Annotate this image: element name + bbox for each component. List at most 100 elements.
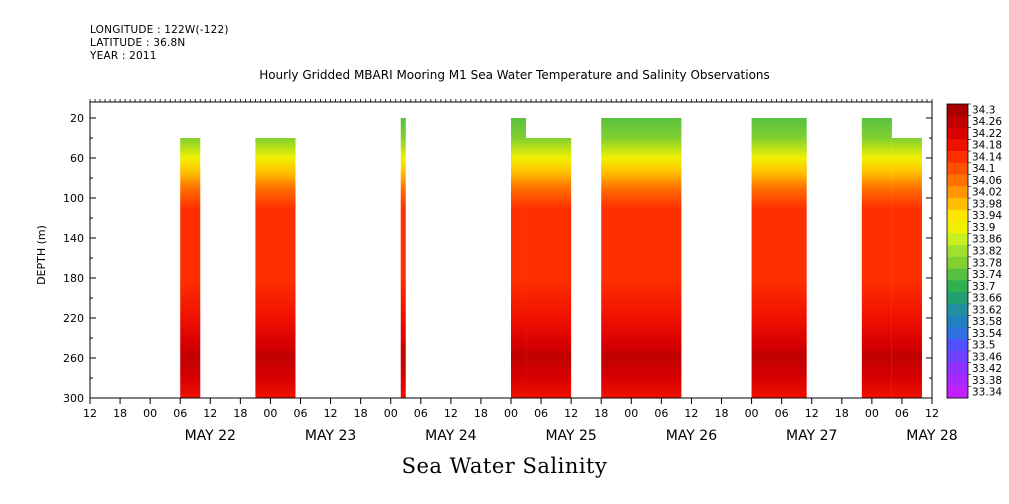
- x-hour-label: 06: [654, 407, 668, 420]
- x-hour-label: 12: [684, 407, 698, 420]
- y-tick-label: 260: [63, 352, 84, 365]
- x-day-label: MAY 23: [305, 428, 356, 444]
- data-segment-8: [861, 118, 892, 398]
- colorbar-label: 33.94: [972, 210, 1002, 222]
- colorbar-label: 33.62: [972, 304, 1002, 316]
- x-hour-label: 18: [113, 407, 127, 420]
- colorbar-label: 34.1: [972, 163, 995, 175]
- data-segment-4: [511, 118, 527, 398]
- colorbar-swatch: [947, 362, 968, 375]
- x-hour-label: 00: [745, 407, 759, 420]
- x-hour-label: 00: [263, 407, 277, 420]
- x-day-label: MAY 25: [545, 428, 596, 444]
- x-hour-label: 06: [534, 407, 548, 420]
- colorbar-swatch: [947, 174, 968, 187]
- colorbar-label: 34.06: [972, 175, 1002, 187]
- x-day-label: MAY 26: [666, 428, 717, 444]
- colorbar-swatch: [947, 127, 968, 140]
- data-segment-2: [255, 138, 296, 398]
- colorbar-swatch: [947, 151, 968, 164]
- y-axis-label: DEPTH (m): [35, 225, 48, 285]
- longitude-label: LONGITUDE : 122W(-122): [90, 24, 229, 36]
- x-hour-label: 18: [354, 407, 368, 420]
- colorbar-label: 34.26: [972, 116, 1002, 128]
- y-tick-label: 100: [63, 192, 84, 205]
- y-tick-label: 180: [63, 272, 84, 285]
- data-segment-1: [180, 138, 201, 398]
- colorbar-swatch: [947, 268, 968, 281]
- data-segment-6: [601, 118, 682, 398]
- colorbar-label: 33.34: [972, 387, 1002, 399]
- data-segment-3: [400, 118, 406, 398]
- x-hour-label: 12: [324, 407, 338, 420]
- colorbar-swatch: [947, 221, 968, 234]
- colorbar-swatch: [947, 139, 968, 152]
- colorbar-label: 33.5: [972, 340, 995, 352]
- colorbar-label: 33.42: [972, 363, 1002, 375]
- colorbar-label: 34.22: [972, 128, 1002, 140]
- x-hour-label: 12: [805, 407, 819, 420]
- data-segment-9: [891, 138, 922, 398]
- colorbar-swatch: [947, 186, 968, 199]
- x-hour-label: 06: [414, 407, 428, 420]
- x-hour-label: 00: [865, 407, 879, 420]
- colorbar-swatch: [947, 339, 968, 352]
- y-tick-label: 60: [70, 152, 84, 165]
- colorbar-swatch: [947, 245, 968, 258]
- colorbar-swatch: [947, 327, 968, 340]
- x-hour-label: 06: [775, 407, 789, 420]
- colorbar-swatch: [947, 209, 968, 222]
- x-day-label: MAY 28: [906, 428, 957, 444]
- colorbar-label: 34.14: [972, 151, 1002, 163]
- colorbar-swatch: [947, 198, 968, 211]
- colorbar-swatch: [947, 280, 968, 293]
- colorbar-swatch: [947, 256, 968, 269]
- y-tick-label: 140: [63, 232, 84, 245]
- x-hour-label: 18: [474, 407, 488, 420]
- colorbar-swatch: [947, 350, 968, 364]
- colorbar-label: 33.86: [972, 234, 1002, 246]
- colorbar-label: 33.7: [972, 281, 995, 293]
- x-hour-label: 00: [384, 407, 398, 420]
- colorbar-label: 33.66: [972, 293, 1002, 305]
- x-hour-label: 06: [173, 407, 187, 420]
- colorbar-label: 33.82: [972, 246, 1002, 258]
- colorbar-label: 34.18: [972, 140, 1002, 152]
- y-axis: 20 60 100 140 180 220 260 300: [63, 112, 932, 405]
- colorbar-swatch: [947, 115, 968, 128]
- x-hour-label: 12: [83, 407, 97, 420]
- colorbar-swatch: [947, 315, 968, 328]
- x-hour-label: 12: [444, 407, 458, 420]
- x-hour-label: 18: [594, 407, 608, 420]
- x-axis: 12 18 00 06 12 18 00 06 12 18 00 06 12 18 00 06 12 18 00 06…: [83, 99, 958, 444]
- x-hour-label: 06: [294, 407, 308, 420]
- x-hour-label: 06: [895, 407, 909, 420]
- colorbar-label: 33.9: [972, 222, 995, 234]
- colorbar-label: 33.54: [972, 328, 1002, 340]
- x-hour-label: 12: [925, 407, 939, 420]
- year-label: YEAR : 2011: [90, 50, 157, 62]
- colorbar-label: 33.46: [972, 351, 1002, 363]
- colorbar-swatch: [947, 233, 968, 246]
- x-hour-label: 12: [564, 407, 578, 420]
- colorbar-swatch: [947, 386, 968, 399]
- y-tick-label: 300: [63, 392, 84, 405]
- x-hour-label: 18: [233, 407, 247, 420]
- colorbar-swatch: [947, 162, 968, 175]
- x-day-label: MAY 24: [425, 428, 476, 444]
- x-hour-label: 18: [835, 407, 849, 420]
- colorbar: 34.334.2634.2234.1834.1434.134.0634.0233…: [946, 103, 1002, 399]
- colorbar-label: 33.74: [972, 269, 1002, 281]
- colorbar-label: 34.3: [972, 104, 995, 116]
- y-tick-label: 220: [63, 312, 84, 325]
- colorbar-swatch: [947, 303, 968, 316]
- data-segment-7: [751, 118, 807, 398]
- x-day-label: MAY 22: [185, 428, 236, 444]
- colorbar-swatch: [947, 292, 968, 305]
- chart-title: Hourly Gridded MBARI Mooring M1 Sea Wate…: [259, 68, 770, 82]
- y-tick-label: 20: [70, 112, 84, 125]
- colorbar-border: [946, 103, 969, 399]
- colorbar-label: 33.58: [972, 316, 1002, 328]
- data-segment-5: [526, 138, 572, 398]
